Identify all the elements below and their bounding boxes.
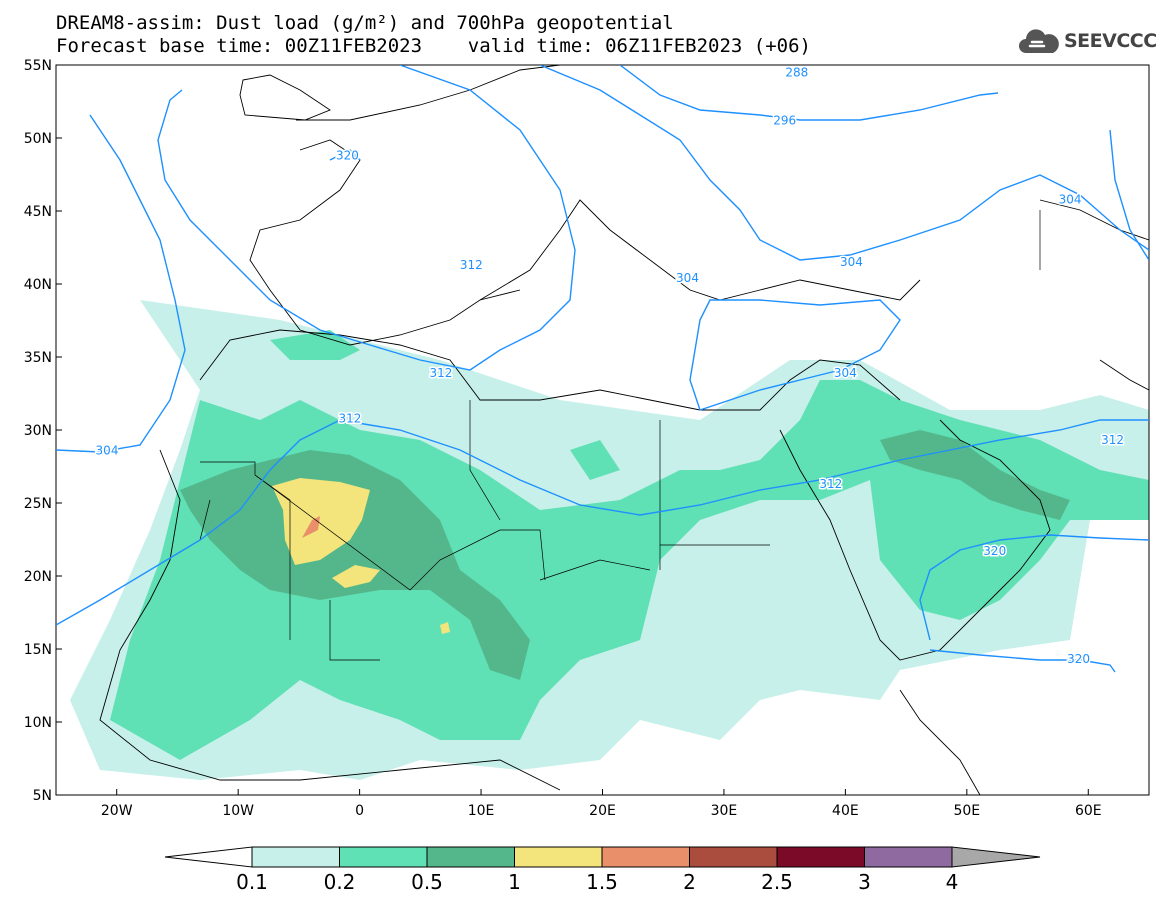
lon-label: 40E	[832, 803, 859, 819]
colorbar-label: 0.5	[411, 870, 443, 894]
lon-label: 50E	[953, 803, 980, 819]
colorbar-label: 0.1	[236, 870, 268, 894]
seevccc-logo: SEEVCCC	[1018, 26, 1157, 56]
colorbar-swatch	[864, 846, 953, 868]
colorbar-label: 2	[683, 870, 696, 894]
colorbar-label: 0.2	[324, 870, 356, 894]
contour-label: 312	[819, 477, 842, 491]
colorbar: 0.1 0.2 0.5 1 1.5 2 2.5 3 4	[164, 846, 1041, 894]
contour-label: 312	[338, 411, 361, 425]
colorbar-swatch	[426, 846, 515, 868]
map-subtitle: Forecast base time: 00Z11FEB2023 valid t…	[56, 35, 811, 57]
contour-label: 296	[773, 113, 796, 127]
lat-label: 20N	[24, 569, 52, 585]
colorbar-swatch	[601, 846, 690, 868]
colorbar-label: 4	[946, 870, 959, 894]
contour-label: 304	[834, 366, 857, 380]
coastlines	[99, 65, 1149, 795]
lat-label: 45N	[24, 204, 52, 220]
lat-label: 40N	[24, 277, 52, 293]
colorbar-label: 3	[858, 870, 871, 894]
dust-field	[70, 300, 1149, 780]
lat-label: 15N	[24, 642, 52, 658]
lon-label: 60E	[1075, 803, 1102, 819]
contour-label: 288	[785, 65, 808, 79]
lat-label: 35N	[24, 350, 52, 366]
contour-label: 320	[1067, 652, 1090, 666]
lon-label: 20W	[101, 803, 133, 819]
lon-label: 30E	[711, 803, 738, 819]
map-title: DREAM8-assim: Dust load (g/m²) and 700hP…	[56, 12, 674, 34]
colorbar-swatch	[689, 846, 778, 868]
lon-label: 20E	[589, 803, 616, 819]
colorbar-swatch	[251, 846, 340, 868]
colorbar-label: 2.5	[761, 870, 793, 894]
contour-label: 312	[430, 366, 453, 380]
contour-labels: 288 296 320 304 304 312 304 312 304 312 304 312 312 3…	[94, 64, 1125, 668]
geopotential-contours	[56, 65, 1149, 673]
contour-label: 320	[983, 544, 1006, 558]
cloud-icon	[1019, 29, 1059, 53]
colorbar-over-arrow	[951, 846, 1041, 868]
colorbar-label: 1.5	[586, 870, 618, 894]
lat-label: 10N	[24, 715, 52, 731]
lon-label: 10W	[222, 803, 254, 819]
contour-label: 304	[1059, 192, 1082, 206]
colorbar-swatch	[776, 846, 865, 868]
colorbar-swatch	[514, 846, 603, 868]
contour-label: 320	[336, 149, 359, 163]
contour-label: 312	[1101, 433, 1124, 447]
lat-label: 25N	[24, 496, 52, 512]
logo-text: SEEVCCC	[1064, 30, 1157, 52]
longitude-labels: 20W 10W 0 10E 20E 30E 40E 50E 60E	[101, 789, 1102, 819]
colorbar-label: 1	[508, 870, 521, 894]
lon-label: 10E	[468, 803, 495, 819]
lat-label: 30N	[24, 423, 52, 439]
contour-label: 304	[96, 443, 119, 457]
contour-label: 304	[840, 255, 863, 269]
lat-label: 50N	[24, 131, 52, 147]
contour-label: 304	[676, 271, 699, 285]
contour-label: 312	[460, 258, 483, 272]
colorbar-swatch	[339, 846, 428, 868]
latitude-labels: 55N 50N 45N 40N 35N 30N 25N 20N 15N 10N 5N	[24, 58, 62, 804]
lat-label: 55N	[24, 58, 52, 74]
country-borders	[199, 210, 1041, 661]
colorbar-under-arrow	[164, 846, 253, 868]
lat-label: 5N	[33, 788, 52, 804]
lon-label: 0	[355, 803, 364, 819]
